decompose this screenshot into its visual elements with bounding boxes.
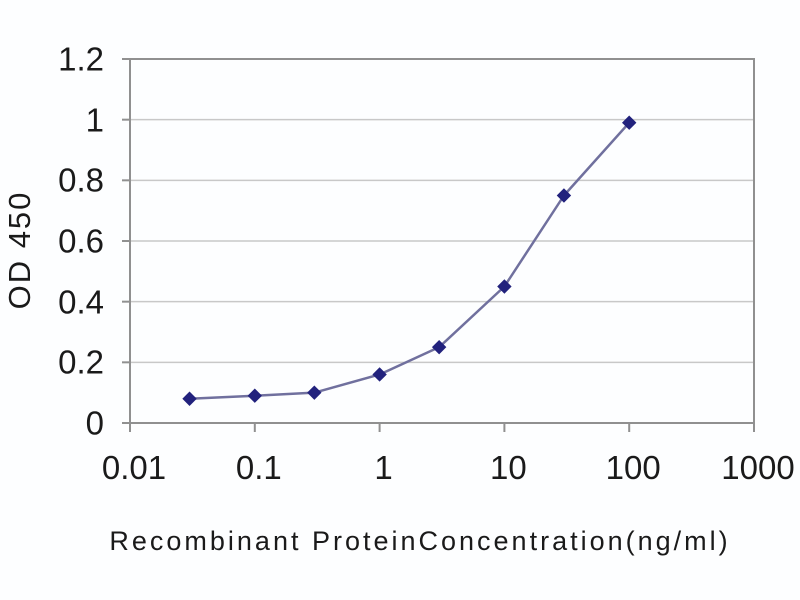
data-point-marker <box>307 385 322 400</box>
x-tick-label: 100 <box>605 449 661 486</box>
data-point-marker <box>247 388 263 403</box>
x-tick-label: 0.01 <box>101 449 167 486</box>
y-tick-label: 0.2 <box>58 343 104 381</box>
x-tick-label: 1000 <box>721 449 795 486</box>
data-point-marker <box>621 115 637 130</box>
y-tick-label: 0.4 <box>58 283 104 321</box>
data-point-marker <box>431 339 447 355</box>
y-tick-label: 0 <box>85 404 104 442</box>
x-tick-label: 10 <box>490 449 527 486</box>
data-point-marker <box>182 391 197 406</box>
x-tick-label: 1 <box>374 449 393 486</box>
y-tick-label: 0.6 <box>58 222 104 260</box>
y-tick-label: 1 <box>85 101 104 139</box>
data-point-marker <box>556 188 572 203</box>
series-line <box>189 121 631 400</box>
y-tick-label: 0.8 <box>58 161 104 199</box>
y-tick-label: 1.2 <box>58 40 104 78</box>
data-point-marker <box>372 367 387 382</box>
data-point-marker <box>497 279 512 294</box>
x-axis-title: Recombinant ProteinConcentration(ng/ml) <box>109 526 731 556</box>
x-tick-label: 0.1 <box>235 449 282 486</box>
